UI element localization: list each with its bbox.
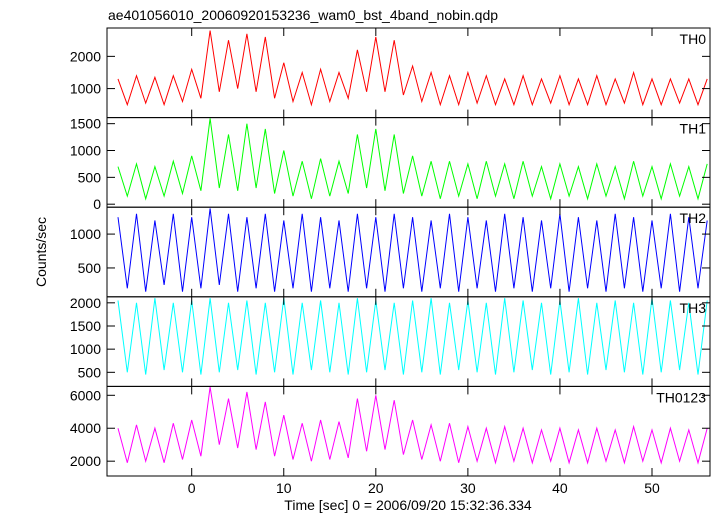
y-tick-label: 6000 — [70, 387, 101, 403]
x-tick-label: 0 — [188, 480, 196, 496]
y-tick-label: 2000 — [70, 295, 101, 311]
y-tick-label: 500 — [78, 364, 102, 380]
panel-frame — [106, 117, 711, 208]
panel-label: TH0123 — [656, 389, 706, 405]
x-axis-label: Time [sec] 0 = 2006/09/20 15:32:36.334 — [284, 497, 532, 513]
x-tick-label: 20 — [368, 480, 384, 496]
chart-title: ae401056010_20060920153236_wam0_bst_4ban… — [108, 7, 498, 23]
y-tick-label: 2000 — [70, 48, 101, 64]
data-line — [117, 208, 708, 292]
y-tick-label: 500 — [78, 260, 102, 276]
y-axis-label: Counts/sec — [33, 217, 49, 287]
y-tick-label: 2000 — [70, 453, 101, 469]
y-tick-label: 1500 — [70, 116, 101, 132]
panel-frame — [106, 385, 711, 477]
panel-frame — [106, 27, 711, 119]
x-tick-label: 50 — [644, 480, 660, 496]
y-tick-label: 1000 — [70, 143, 101, 159]
y-tick-label: 1000 — [70, 341, 101, 357]
data-line — [117, 118, 708, 201]
y-tick-label: 4000 — [70, 420, 101, 436]
panel-frame — [106, 296, 711, 387]
data-line — [117, 298, 708, 375]
panel-label: TH0 — [680, 31, 707, 47]
y-tick-label: 500 — [78, 169, 102, 185]
data-line — [117, 387, 708, 465]
panel-label: TH1 — [680, 121, 707, 137]
x-tick-label: 30 — [460, 480, 476, 496]
y-tick-label: 1000 — [70, 81, 101, 97]
y-tick-label: 0 — [93, 196, 101, 212]
x-tick-label: 40 — [552, 480, 568, 496]
data-line — [117, 30, 708, 107]
y-tick-label: 1500 — [70, 318, 101, 334]
panel-label: TH3 — [680, 300, 707, 316]
x-tick-label: 10 — [276, 480, 292, 496]
y-tick-label: 1000 — [70, 226, 101, 242]
panel-label: TH2 — [680, 210, 707, 226]
